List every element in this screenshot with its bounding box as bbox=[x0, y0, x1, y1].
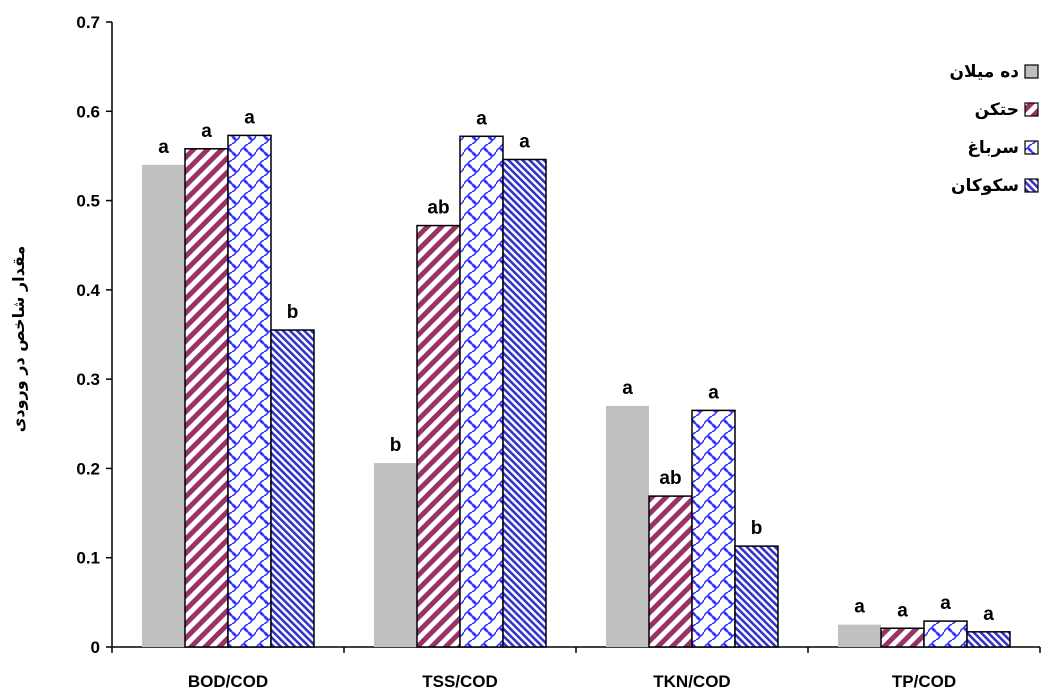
data-label: b bbox=[751, 518, 763, 539]
legend-label: ده میلان bbox=[949, 62, 1019, 82]
bar bbox=[734, 545, 779, 648]
y-tick-label: 0.7 bbox=[76, 13, 100, 32]
bar bbox=[880, 627, 925, 648]
legend-label: سرباغ bbox=[967, 138, 1019, 158]
data-label: a bbox=[201, 121, 212, 142]
bar bbox=[691, 409, 736, 648]
bar bbox=[648, 495, 693, 648]
data-label: a bbox=[854, 597, 865, 618]
bar bbox=[227, 134, 272, 648]
bar bbox=[923, 620, 968, 648]
y-tick-label: 0 bbox=[91, 638, 100, 657]
y-axis-label: مقدار شاخص در ورودی bbox=[9, 246, 28, 433]
bar bbox=[374, 463, 417, 647]
data-label: a bbox=[158, 137, 169, 158]
y-tick-label: 0.3 bbox=[76, 370, 100, 389]
legend-swatch bbox=[1024, 140, 1039, 155]
bar bbox=[416, 224, 461, 648]
bar bbox=[142, 164, 185, 647]
bar bbox=[459, 135, 504, 648]
legend-swatch bbox=[1024, 178, 1039, 193]
data-label: a bbox=[983, 604, 994, 625]
data-label: b bbox=[390, 435, 402, 456]
y-tick-label: 0.4 bbox=[76, 281, 100, 300]
data-label: ab bbox=[427, 198, 449, 219]
y-tick-label: 0.5 bbox=[76, 192, 100, 211]
x-category-label: TP/COD bbox=[892, 672, 956, 691]
legend-label: سکوکان bbox=[951, 176, 1019, 196]
data-label: b bbox=[287, 302, 299, 323]
bars-group bbox=[142, 134, 1011, 648]
legend: ده میلان حتکن سرباغ سکوکان bbox=[949, 62, 1039, 196]
data-label: a bbox=[622, 378, 633, 399]
y-tick-label: 0.2 bbox=[76, 459, 100, 478]
y-tick-label: 0.6 bbox=[76, 102, 100, 121]
axes: 0 0.1 0.2 0.3 0.4 0.5 0.6 0.7 BOD/COD TSS/COD TKN/… bbox=[76, 13, 1041, 691]
data-label: a bbox=[244, 107, 255, 128]
bar bbox=[502, 158, 547, 648]
data-label: a bbox=[519, 132, 530, 153]
x-category-label: TKN/COD bbox=[653, 672, 730, 691]
bar bbox=[966, 631, 1011, 648]
bar bbox=[270, 329, 315, 648]
bar bbox=[606, 405, 649, 647]
x-category-label: BOD/COD bbox=[188, 672, 268, 691]
y-tick-label: 0.1 bbox=[76, 549, 100, 568]
legend-swatch bbox=[1024, 64, 1039, 79]
data-label: a bbox=[897, 600, 908, 621]
x-category-label: TSS/COD bbox=[422, 672, 498, 691]
data-label: a bbox=[476, 108, 487, 129]
bar bbox=[184, 148, 229, 648]
data-label: a bbox=[708, 382, 719, 403]
data-label: ab bbox=[659, 468, 681, 489]
legend-label: حتکن bbox=[975, 100, 1019, 120]
legend-swatch bbox=[1024, 102, 1039, 117]
data-label: a bbox=[940, 593, 951, 614]
bar bbox=[838, 624, 881, 647]
